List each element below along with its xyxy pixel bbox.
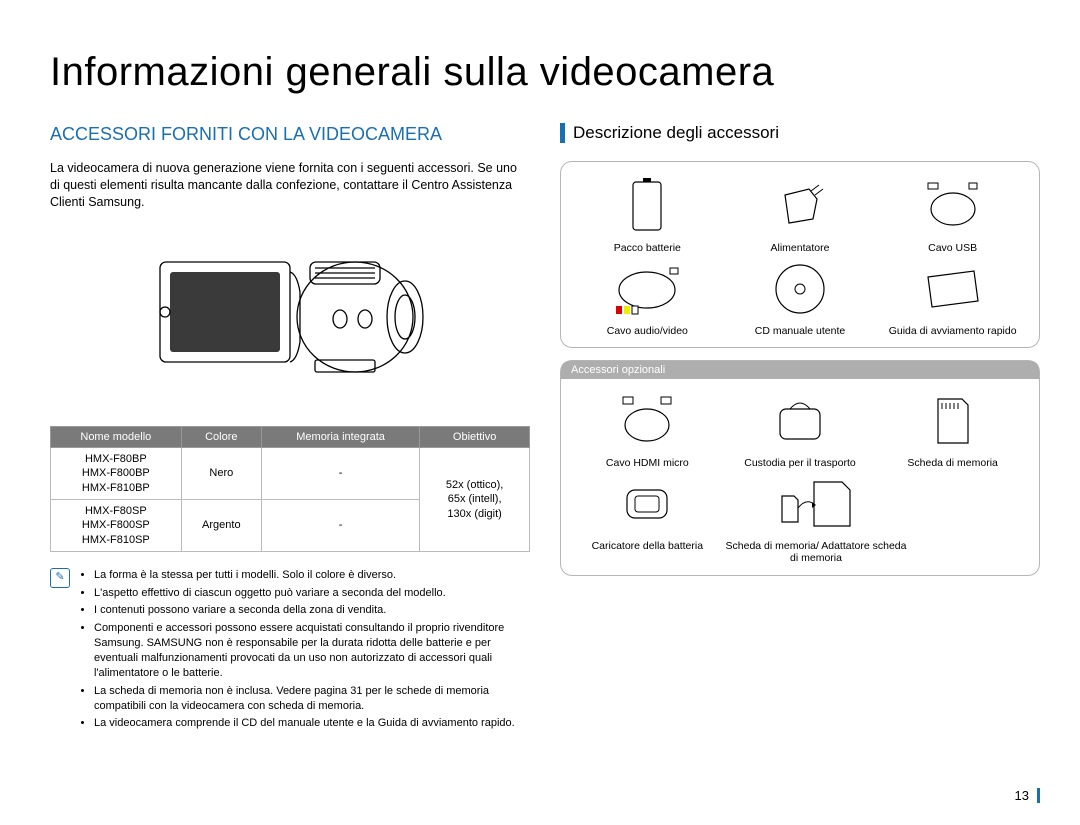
- cell-color-0: Nero: [181, 448, 261, 500]
- accessory-label: Custodia per il trasporto: [724, 457, 875, 470]
- content-columns: ACCESSORI FORNITI CON LA VIDEOCAMERA La …: [50, 123, 1040, 734]
- included-accessories-box: Pacco batterie Alimentatore Cavo USB Cav…: [560, 161, 1040, 348]
- cell-color-1: Argento: [181, 499, 261, 551]
- accessory-carry-case: Custodia per il trasporto: [724, 389, 875, 470]
- optional-accessories-box: Accessori opzionali Cavo HDMI micro Cust…: [560, 360, 1040, 576]
- accessory-memory-card: Scheda di memoria: [877, 389, 1028, 470]
- note-item: La forma è la stessa per tutti i modelli…: [94, 568, 530, 583]
- model-table: Nome modello Colore Memoria integrata Ob…: [50, 426, 530, 552]
- note-icon: ✎: [50, 568, 70, 588]
- th-lens: Obiettivo: [420, 427, 530, 448]
- page-title: Informazioni generali sulla videocamera: [50, 50, 1040, 95]
- note-item: La videocamera comprende il CD del manua…: [94, 716, 530, 731]
- page-number: 13: [1015, 788, 1040, 803]
- notes-block: ✎ La forma è la stessa per tutti i model…: [50, 568, 530, 734]
- accessory-label: Cavo audio/video: [572, 325, 723, 338]
- camcorder-illustration: [135, 229, 445, 404]
- accessory-label: Cavo HDMI micro: [572, 457, 723, 470]
- accessory-label: Alimentatore: [724, 242, 875, 255]
- cell-memory-0: -: [261, 448, 419, 500]
- th-memory: Memoria integrata: [261, 427, 419, 448]
- note-item: I contenuti possono variare a seconda de…: [94, 603, 530, 618]
- accessory-label: Cavo USB: [877, 242, 1028, 255]
- accessories-heading: ACCESSORI FORNITI CON LA VIDEOCAMERA: [50, 123, 530, 146]
- accessory-label: Pacco batterie: [572, 242, 723, 255]
- accessory-label: Scheda di memoria: [877, 457, 1028, 470]
- cell-model-1: HMX-F80SP HMX-F800SP HMX-F810SP: [51, 499, 182, 551]
- accessory-label: Caricatore della batteria: [572, 540, 723, 553]
- accessory-av-cable: Cavo audio/video: [572, 257, 723, 338]
- th-model: Nome modello: [51, 427, 182, 448]
- accessory-label: Scheda di memoria/ Adattatore scheda di …: [724, 540, 907, 565]
- accessory-hdmi-cable: Cavo HDMI micro: [572, 389, 723, 470]
- note-item: L'aspetto effettivo di ciascun oggetto p…: [94, 586, 530, 601]
- accessory-adapter: Alimentatore: [724, 174, 875, 255]
- th-color: Colore: [181, 427, 261, 448]
- cell-lens: 52x (ottico), 65x (intell), 130x (digit): [420, 448, 530, 552]
- cell-model-0: HMX-F80BP HMX-F800BP HMX-F810BP: [51, 448, 182, 500]
- accessory-label: CD manuale utente: [724, 325, 875, 338]
- note-item: La scheda di memoria non è inclusa. Vede…: [94, 684, 530, 714]
- notes-list: La forma è la stessa per tutti i modelli…: [78, 568, 530, 734]
- accessory-cd: CD manuale utente: [724, 257, 875, 338]
- accessory-label: Guida di avviamento rapido: [877, 325, 1028, 338]
- left-column: ACCESSORI FORNITI CON LA VIDEOCAMERA La …: [50, 123, 530, 734]
- note-item: Componenti e accessori possono essere ac…: [94, 621, 530, 680]
- accessory-usb-cable: Cavo USB: [877, 174, 1028, 255]
- accessory-battery-charger: Caricatore della batteria: [572, 472, 723, 565]
- accessory-quick-guide: Guida di avviamento rapido: [877, 257, 1028, 338]
- right-column: Descrizione degli accessori Pacco batter…: [560, 123, 1040, 734]
- cell-memory-1: -: [261, 499, 419, 551]
- accessories-description-heading: Descrizione degli accessori: [560, 123, 1040, 143]
- intro-paragraph: La videocamera di nuova generazione vien…: [50, 160, 530, 211]
- accessory-battery: Pacco batterie: [572, 174, 723, 255]
- optional-header: Accessori opzionali: [561, 361, 1039, 379]
- accessory-card-adapter: Scheda di memoria/ Adattatore scheda di …: [724, 472, 907, 565]
